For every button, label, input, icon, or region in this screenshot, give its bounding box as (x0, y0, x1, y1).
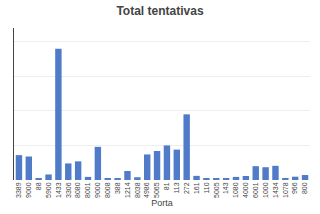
svg-text:9000: 9000 (25, 182, 32, 198)
svg-text:8038: 8038 (134, 182, 141, 198)
svg-text:966: 966 (291, 182, 298, 194)
svg-text:8080: 8080 (74, 182, 81, 198)
svg-text:800: 800 (301, 182, 308, 194)
svg-text:1434: 1434 (272, 182, 279, 198)
svg-text:4000: 4000 (242, 182, 249, 198)
svg-text:5065: 5065 (153, 182, 160, 198)
svg-text:161: 161 (193, 182, 200, 194)
svg-text:5900: 5900 (45, 182, 52, 198)
svg-text:1433: 1433 (55, 182, 62, 198)
svg-text:388: 388 (114, 182, 121, 194)
svg-text:4986: 4986 (143, 182, 150, 198)
svg-text:8008: 8008 (104, 182, 111, 198)
svg-text:81: 81 (163, 182, 170, 190)
svg-text:1214: 1214 (124, 182, 131, 198)
svg-text:113: 113 (173, 182, 180, 193)
svg-text:1080: 1080 (232, 182, 239, 198)
svg-text:110: 110 (203, 182, 210, 193)
svg-text:Porta: Porta (151, 198, 173, 208)
svg-text:Total tentativas: Total tentativas (116, 4, 203, 18)
svg-text:9000: 9000 (94, 182, 101, 198)
svg-text:3306: 3306 (65, 182, 72, 198)
svg-text:8001: 8001 (84, 182, 91, 198)
svg-text:1000: 1000 (262, 182, 269, 198)
svg-text:1078: 1078 (282, 182, 289, 198)
svg-text:88: 88 (35, 182, 42, 190)
svg-text:3389: 3389 (15, 182, 22, 198)
svg-text:5005: 5005 (213, 182, 220, 198)
svg-text:143: 143 (222, 182, 229, 194)
svg-text:6001: 6001 (252, 182, 259, 198)
svg-text:272: 272 (183, 182, 190, 194)
